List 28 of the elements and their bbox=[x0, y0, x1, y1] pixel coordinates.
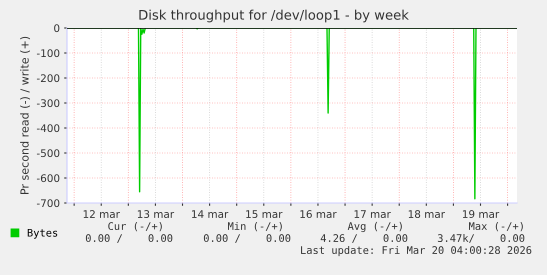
text: Min (-/+) bbox=[228, 222, 282, 232]
y-tick-label: -100 bbox=[36, 49, 60, 58]
y-tick-label: -500 bbox=[36, 149, 60, 158]
x-tick-label: 16 mar bbox=[300, 210, 337, 218]
y-tick-label: -700 bbox=[36, 199, 60, 208]
chart-title: Disk throughput for /dev/loop1 - by week bbox=[139, 10, 409, 22]
text: Cur (-/+) bbox=[108, 222, 162, 232]
text: 4.26 / 0.00 bbox=[320, 234, 408, 243]
x-tick-label: 17 mar bbox=[354, 210, 391, 218]
text: Last update: Fri Mar 20 04:00:28 2026 bbox=[301, 246, 532, 256]
x-tick-label: 19 mar bbox=[462, 210, 500, 218]
x-tick-label: 14 mar bbox=[192, 210, 228, 218]
text: 0.00 / 0.00 bbox=[86, 234, 172, 243]
x-tick-label: 15 mar bbox=[246, 210, 282, 218]
y-tick-label: -600 bbox=[36, 174, 60, 182]
text: Max (-/+) bbox=[468, 222, 523, 232]
y-tick-label: -200 bbox=[36, 74, 60, 82]
legend-label: Bytes bbox=[28, 228, 58, 239]
y-tick-label: -300 bbox=[36, 99, 60, 108]
text: Avg (-/+) bbox=[348, 222, 402, 232]
y-tick-label: -400 bbox=[36, 124, 60, 132]
y-tick-label: 0 bbox=[54, 24, 60, 32]
text: 0.00 / 0.00 bbox=[204, 234, 290, 243]
text: 3.47k/ 0.00 bbox=[438, 234, 524, 243]
x-tick-label: 12 mar bbox=[84, 210, 120, 218]
x-tick-label: 13 mar bbox=[138, 210, 174, 218]
y-axis-title: Pr second read (-) / write (+) bbox=[20, 36, 30, 194]
x-tick-label: 18 mar bbox=[408, 210, 446, 218]
